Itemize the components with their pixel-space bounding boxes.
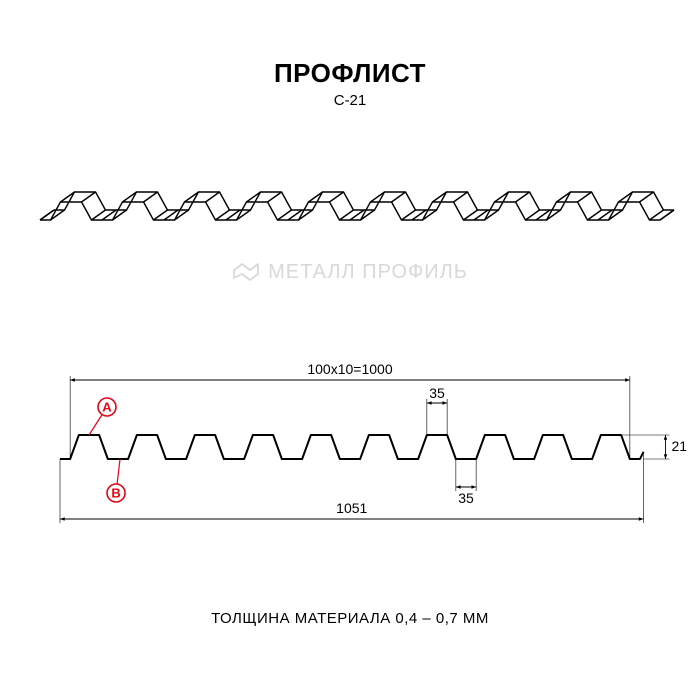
- marker-b: B: [111, 486, 120, 501]
- dim-bottom-flat: 35: [458, 490, 474, 506]
- marker-a: A: [102, 400, 112, 415]
- page-title: ПРОФЛИСТ: [0, 58, 700, 89]
- dim-overall-width: 1051: [336, 500, 367, 516]
- isometric-view: [0, 140, 700, 280]
- thickness-label: ТОЛЩИНА МАТЕРИАЛА 0,4 – 0,7 ММ: [0, 610, 700, 627]
- dim-pitch-label: 100x10=1000: [307, 361, 392, 377]
- page-subtitle: C-21: [0, 92, 700, 109]
- dim-top-flat: 35: [429, 385, 445, 401]
- profile-cross-section: 100x10=1000 35 35 1051 21 A B: [0, 345, 700, 545]
- dim-height: 21: [671, 438, 687, 454]
